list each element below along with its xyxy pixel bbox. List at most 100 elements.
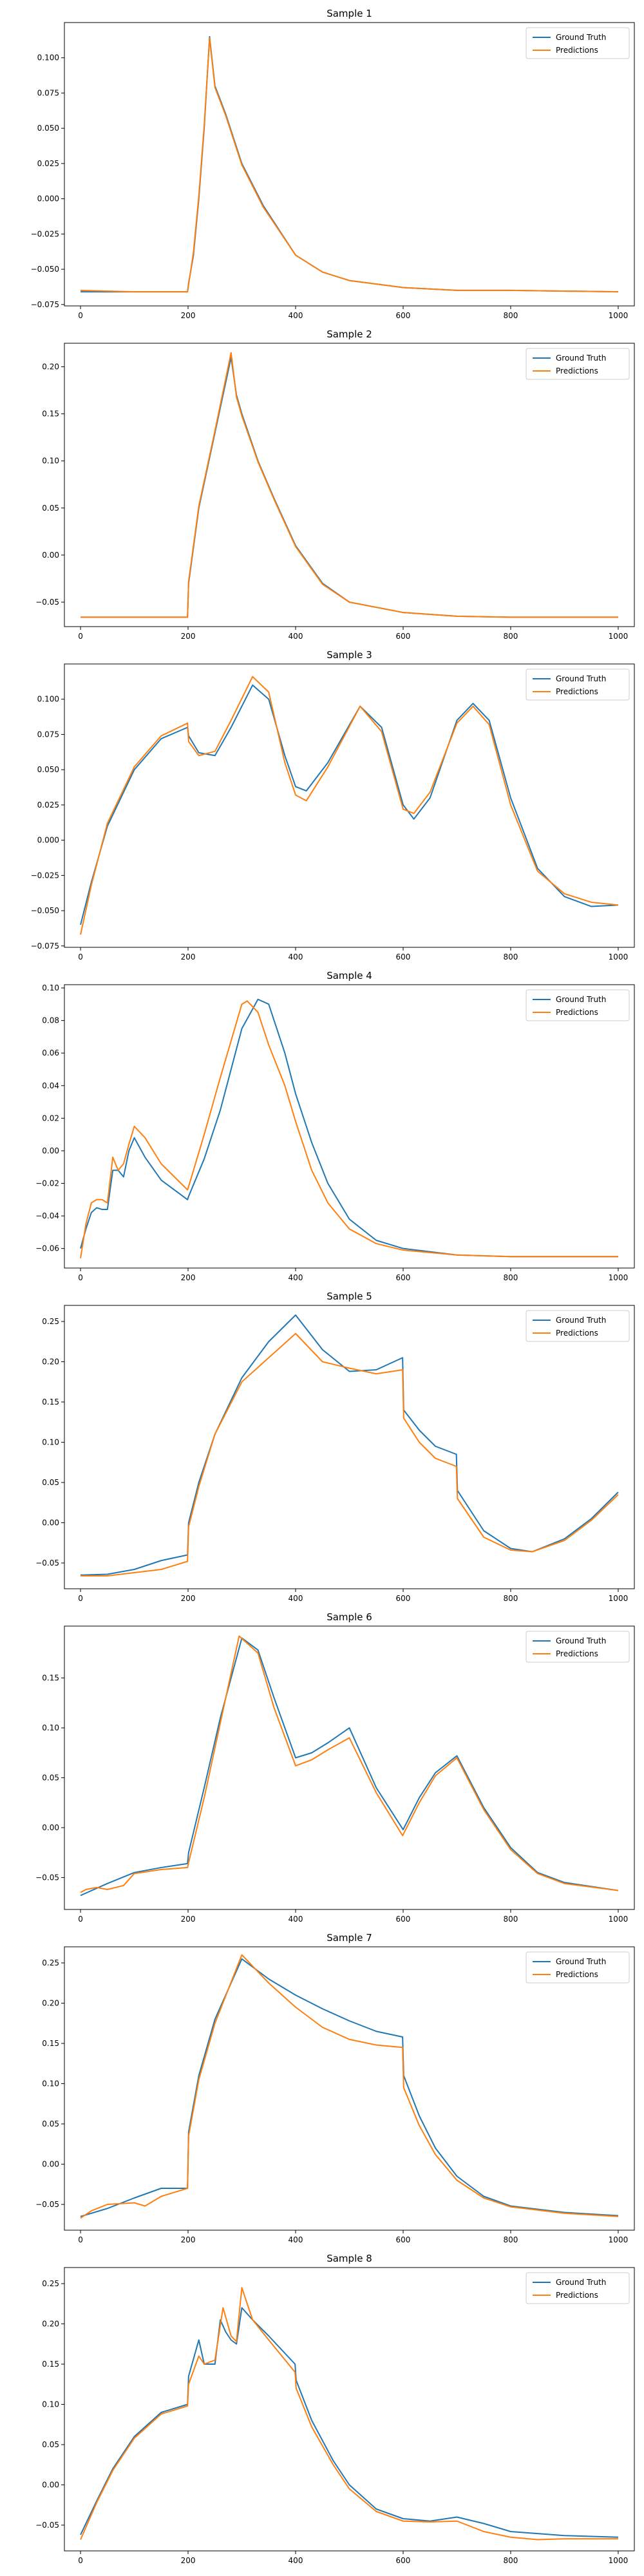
y-tick-label: 0.25 [42, 1958, 59, 1967]
y-tick-label: 0.025 [37, 800, 59, 810]
chart-panel-2: Sample 2 0 200 400 600 800 1000 −0.05 0.00 0.05 0.… [35, 328, 635, 641]
legend-label: Predictions [556, 687, 598, 696]
legend: Ground Truth Predictions [526, 27, 630, 59]
x-tick-label: 1000 [609, 311, 629, 320]
axes-frame [64, 984, 635, 1269]
legend-box [526, 1631, 630, 1663]
chart-title: Sample 8 [327, 2253, 372, 2264]
chart-title: Sample 7 [327, 1932, 372, 1944]
chart-title: Sample 6 [327, 1611, 372, 1623]
legend-label: Predictions [556, 1649, 598, 1658]
y-tick-label: 0.20 [42, 2320, 59, 2329]
y-tick-label: 0.10 [42, 2400, 59, 2409]
y-tick-label: −0.050 [31, 265, 59, 274]
series-line-ground-truth [80, 2307, 618, 2538]
y-tick-label: 0.20 [42, 1999, 59, 2008]
chart-panel-1: Sample 1 0 200 400 600 800 1000 −0.075 −0.050 −0.… [31, 8, 635, 320]
x-tick-label: 400 [289, 952, 303, 961]
axes-frame [64, 1305, 635, 1589]
series-line-ground-truth [80, 356, 618, 618]
x-tick-label: 400 [289, 311, 303, 320]
y-tick-label: 0.06 [42, 1048, 59, 1057]
x-tick-label: 400 [289, 632, 303, 641]
legend-label: Ground Truth [556, 1316, 606, 1325]
chart-title: Sample 4 [327, 970, 372, 981]
y-tick-label: 0.25 [42, 1317, 59, 1326]
y-tick-label: −0.075 [31, 300, 59, 309]
x-tick-label: 200 [181, 311, 196, 320]
y-tick-label: 0.10 [42, 1438, 59, 1447]
legend: Ground Truth Predictions [526, 989, 630, 1021]
legend-label: Predictions [556, 1329, 598, 1338]
legend-label: Ground Truth [556, 995, 606, 1004]
x-tick-label: 600 [396, 952, 411, 961]
y-tick-label: 0.000 [37, 194, 59, 204]
legend-box [526, 1310, 630, 1342]
y-tick-label: 0.05 [42, 2440, 59, 2449]
y-tick-label: 0.000 [37, 836, 59, 845]
legend-box [526, 1951, 630, 1984]
legend-box [526, 2272, 630, 2304]
y-tick-label: 0.15 [42, 2360, 59, 2369]
y-tick-label: 0.15 [42, 2039, 59, 2048]
x-tick-label: 800 [504, 1273, 518, 1282]
series-line-predictions [80, 1000, 618, 1258]
x-tick-label: 600 [396, 311, 411, 320]
x-tick-label: 600 [396, 2556, 411, 2565]
axes-frame [64, 663, 635, 948]
series-line-ground-truth [80, 998, 618, 1258]
y-tick-label: −0.05 [35, 1558, 59, 1567]
x-tick-label: 0 [78, 952, 83, 961]
legend-label: Ground Truth [556, 354, 606, 363]
x-tick-label: 600 [396, 632, 411, 641]
axes-frame [64, 2267, 635, 2552]
chart-panel-7: Sample 7 0 200 400 600 800 1000 −0.05 0.00 0.05 0.… [35, 1932, 635, 2244]
y-tick-label: −0.05 [35, 598, 59, 607]
y-tick-label: 0.15 [42, 1674, 59, 1683]
y-tick-label: 0.100 [37, 53, 59, 62]
x-tick-label: 600 [396, 2235, 411, 2244]
x-tick-label: 0 [78, 1273, 83, 1282]
legend-label: Predictions [556, 1008, 598, 1017]
legend-label: Ground Truth [556, 2278, 606, 2287]
y-tick-label: 0.05 [42, 2119, 59, 2128]
x-tick-label: 0 [78, 2235, 83, 2244]
chart-title: Sample 5 [327, 1291, 372, 1302]
y-tick-label: 0.05 [42, 504, 59, 513]
y-tick-label: 0.10 [42, 1723, 59, 1732]
series-line-ground-truth [80, 1314, 619, 1576]
y-tick-label: 0.25 [42, 2279, 59, 2288]
series-line-predictions [80, 2287, 618, 2541]
chart-panel-8: Sample 8 0 200 400 600 800 1000 −0.05 0.00 0.05 0.… [35, 2253, 635, 2565]
y-tick-label: 0.025 [37, 159, 59, 168]
x-tick-label: 600 [396, 1915, 411, 1924]
series-line-predictions [80, 1635, 619, 1893]
x-tick-label: 600 [396, 1273, 411, 1282]
y-tick-label: 0.05 [42, 1773, 59, 1782]
y-tick-label: 0.075 [37, 730, 59, 739]
y-tick-label: 0.04 [42, 1081, 59, 1090]
legend-label: Predictions [556, 1970, 598, 1979]
legend: Ground Truth Predictions [526, 1310, 630, 1342]
chart-panel-4: Sample 4 0 200 400 600 800 1000 −0.06 −0.04 −0.02… [35, 970, 635, 1282]
series-line-predictions [80, 1332, 619, 1577]
y-tick-label: 0.00 [42, 2481, 59, 2490]
y-tick-label: 0.15 [42, 410, 59, 419]
series-line-predictions [80, 352, 618, 618]
x-tick-label: 200 [181, 632, 196, 641]
y-tick-label: 0.15 [42, 1397, 59, 1406]
chart-title: Sample 1 [327, 8, 372, 19]
x-tick-label: 1000 [609, 2556, 629, 2565]
x-tick-label: 200 [181, 2235, 196, 2244]
x-tick-label: 600 [396, 1594, 411, 1603]
legend-box [526, 989, 630, 1021]
x-tick-label: 800 [504, 1594, 518, 1603]
legend: Ground Truth Predictions [526, 2272, 630, 2304]
x-tick-label: 0 [78, 632, 83, 641]
axes-frame [64, 343, 635, 627]
legend-label: Ground Truth [556, 674, 606, 683]
x-tick-label: 1000 [609, 952, 629, 961]
x-tick-label: 1000 [609, 2235, 629, 2244]
y-tick-label: 0.10 [42, 457, 59, 466]
series-line-ground-truth [80, 1958, 619, 2217]
